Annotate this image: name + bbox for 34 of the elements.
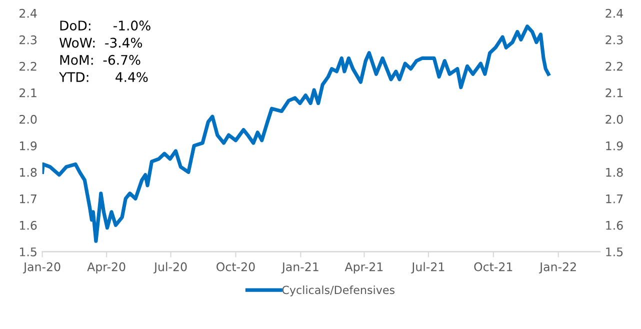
x-tick-label: Jan-22 [538,262,576,274]
annotation: MoM: -6.7% [60,54,140,65]
x-tick-label: Oct-20 [216,262,255,272]
y2-tick-label: 1.5 [606,248,623,256]
y2-tick-label: 2.1 [606,88,623,98]
y2-tick-label: 2.3 [606,35,623,44]
y-tick-label: 2.4 [20,8,37,18]
y2-tick-label: 1.6 [606,220,623,230]
y-tick-label: 2.0 [20,114,37,124]
annotation: WoW: -3.4% [59,38,142,48]
y-tick-label: 1.8 [20,168,37,177]
x-tick-label: Oct-21 [474,262,512,272]
y2-tick-label: 1.7 [606,194,623,204]
y2-tick-label: 2.0 [606,114,623,124]
x-tick-label: Apr-21 [344,262,383,274]
y-tick-label: 1.5 [20,248,36,256]
y2-tick-label: 2.2 [606,62,622,71]
y2-tick-label: 2.4 [606,8,623,18]
x-tick-label: Apr-20 [87,262,126,274]
x-tick-label: Jul-21 [411,262,444,274]
y-tick-label: 2.1 [20,88,36,98]
y-tick-label: 1.6 [20,220,37,230]
y-tick-label: 2.2 [20,62,36,71]
y-tick-label: 1.9 [20,141,37,150]
annotation: YTD: 4.4% [59,72,148,82]
legend-label: Cyclicals/Defensives [282,286,395,296]
x-tick-label: Jul-20 [153,262,187,274]
x-tick-label: Jan-21 [281,262,318,274]
y-tick-label: 1.7 [20,194,36,204]
y2-tick-label: 1.8 [606,168,623,177]
annotation: DoD: -1.0% [60,20,150,31]
x-tick-label: Jan-20 [22,262,60,274]
y2-tick-label: 1.9 [606,141,623,150]
y-tick-label: 2.3 [20,35,36,44]
